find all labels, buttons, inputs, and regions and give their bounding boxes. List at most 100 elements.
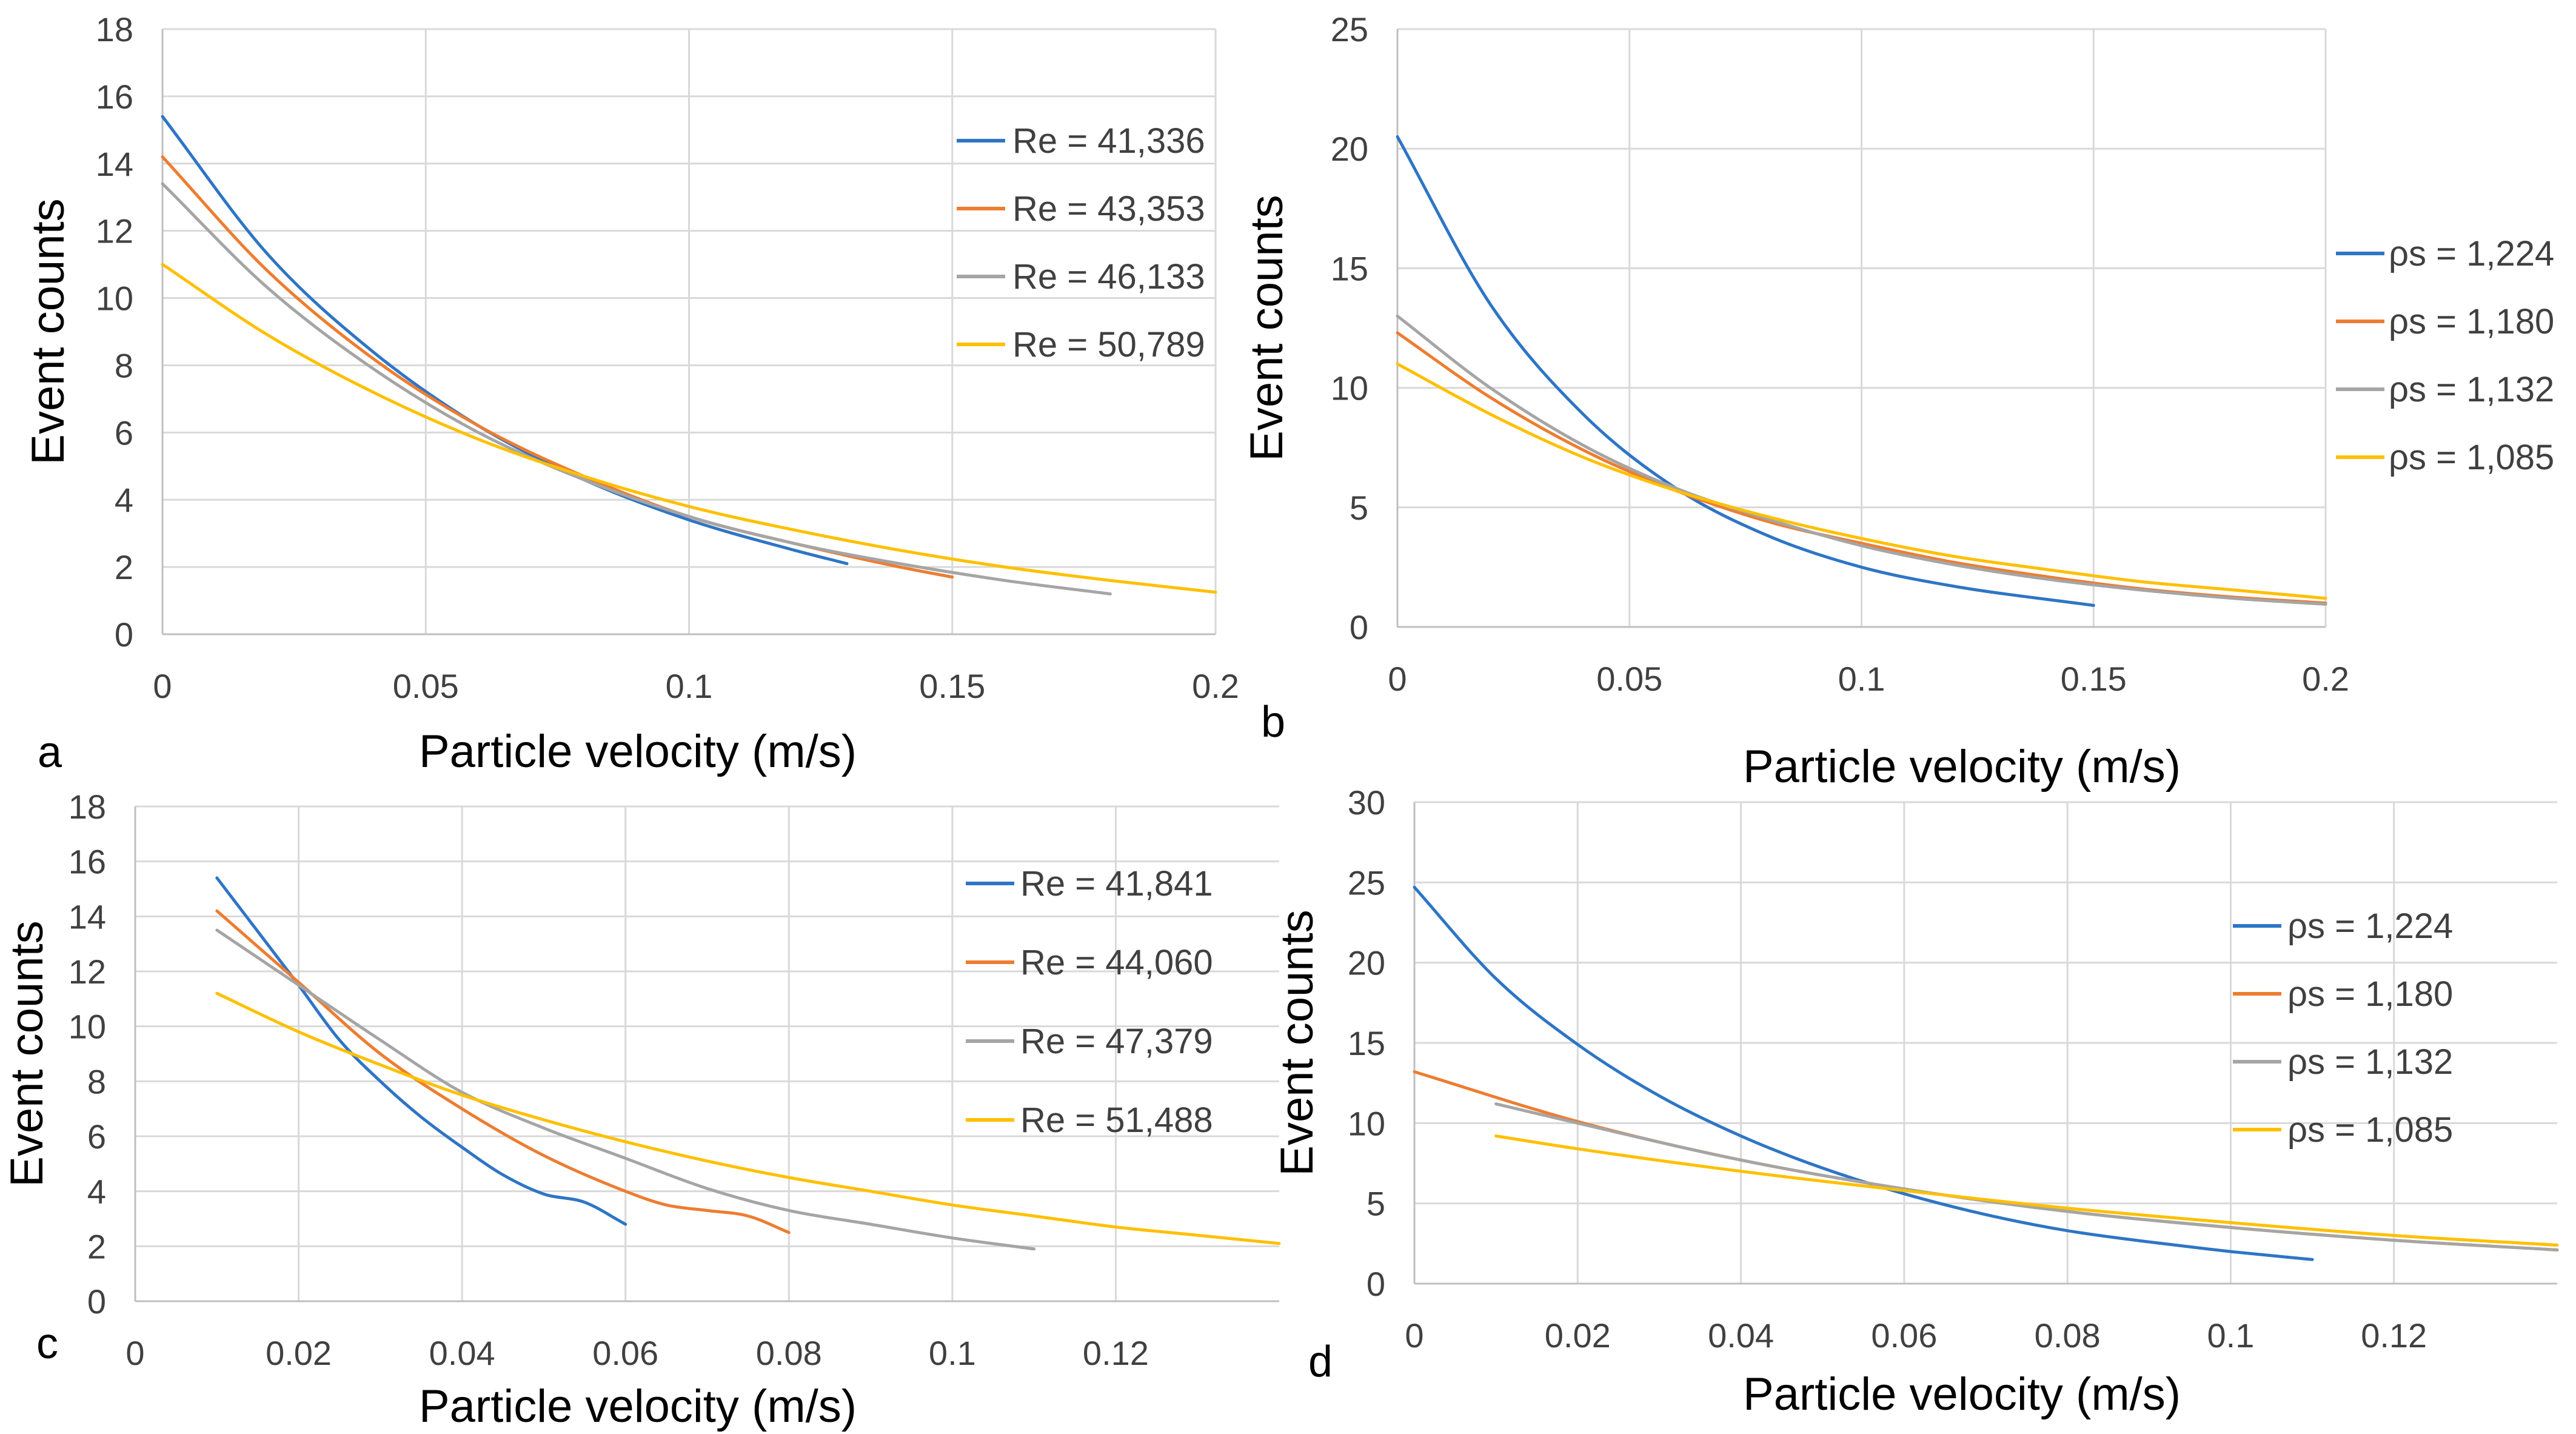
y-axis-title: Event counts: [1, 920, 53, 1187]
y-tick-label: 12: [96, 212, 133, 250]
series-line-1: [1396, 135, 2095, 607]
legend-label: ρs = 1,132: [2287, 1042, 2453, 1082]
series-line-3: [215, 928, 1036, 1251]
legend-label: Re = 43,353: [1012, 189, 1205, 229]
series-line-3: [1396, 314, 2327, 606]
x-tick-label: 0: [1405, 1316, 1423, 1355]
y-tick-label: 12: [69, 953, 106, 991]
y-tick-label: 18: [96, 10, 133, 49]
series-line-3: [161, 182, 1112, 595]
x-tick-label: 0.06: [592, 1334, 658, 1372]
y-axis-title: Event counts: [1241, 195, 1293, 461]
y-tick-label: 0: [1350, 608, 1368, 646]
x-tick-label: 0.08: [2035, 1316, 2101, 1355]
legend-label: Re = 41,336: [1012, 121, 1205, 161]
panel-letter: b: [1261, 698, 1285, 746]
y-tick-label: 25: [1348, 863, 1385, 902]
legend-label: ρs = 1,224: [2287, 906, 2453, 946]
x-tick-label: 0.06: [1871, 1316, 1937, 1355]
series-line-3: [1494, 1102, 2559, 1251]
x-axis-title: Particle velocity (m/s): [419, 726, 857, 777]
legend-label: Re = 47,379: [1020, 1022, 1213, 1061]
x-tick-label: 0.12: [2361, 1316, 2427, 1355]
legend-label: Re = 50,789: [1012, 325, 1205, 364]
panel-letter: a: [38, 728, 62, 777]
y-tick-label: 30: [1348, 783, 1385, 822]
y-tick-label: 16: [96, 78, 133, 116]
y-tick-label: 6: [87, 1117, 106, 1156]
chart-panel-a: 0 2 4 6 8 10 12 14 16 18 0 0.05 0.1 0.15 0.2 Re = 41,33…: [22, 10, 1239, 777]
legend-label: ρs = 1,180: [2389, 302, 2554, 341]
x-tick-label: 0.04: [429, 1334, 495, 1372]
y-tick-label: 10: [96, 280, 133, 318]
x-tick-label: 0.02: [266, 1334, 332, 1372]
panel-letter: d: [1308, 1338, 1333, 1386]
x-tick-label: 0.08: [756, 1334, 822, 1372]
x-tick-label: 0.2: [2302, 660, 2349, 698]
x-tick-label: 0.15: [2061, 660, 2127, 698]
series-line-4: [161, 263, 1217, 594]
y-axis-title: Event counts: [1271, 910, 1323, 1176]
y-tick-label: 14: [69, 897, 106, 936]
y-tick-label: 20: [1348, 944, 1385, 982]
y-tick-label: 16: [69, 843, 106, 881]
y-tick-label: 15: [1331, 249, 1368, 287]
x-tick-label: 0: [1388, 660, 1407, 698]
series-line-1: [1413, 885, 2314, 1261]
y-tick-label: 2: [87, 1227, 106, 1265]
y-tick-label: 0: [1367, 1265, 1385, 1303]
x-tick-label: 0.12: [1083, 1334, 1149, 1372]
chart-panel-b: 0 5 10 15 20 25 0 0.05 0.1 0.15 0.2 ρs = 1,224 ρs = …: [1241, 10, 2554, 792]
x-tick-label: 0.04: [1708, 1316, 1774, 1355]
y-tick-label: 6: [115, 414, 133, 452]
y-tick-label: 25: [1331, 10, 1368, 49]
legend-label: Re = 46,133: [1012, 257, 1205, 297]
x-tick-label: 0: [125, 1334, 144, 1372]
legend-label: ρs = 1,085: [2287, 1110, 2453, 1150]
x-tick-label: 0.1: [1838, 660, 1885, 698]
y-tick-label: 2: [115, 548, 133, 586]
legend-label: ρs = 1,132: [2389, 370, 2554, 409]
x-tick-label: 0: [153, 667, 172, 705]
y-tick-label: 0: [87, 1282, 106, 1321]
x-tick-label: 0.02: [1545, 1316, 1611, 1355]
y-tick-label: 4: [115, 481, 133, 519]
x-axis-title: Particle velocity (m/s): [1743, 1369, 2181, 1420]
y-tick-label: 15: [1348, 1024, 1385, 1062]
legend-label: ρs = 1,085: [2389, 438, 2554, 477]
x-tick-label: 0.1: [2207, 1316, 2254, 1355]
chart-panel-c: 0 2 4 6 8 10 12 14 16 18 0 0.02 0.04 0.06 0.08 0.1 0.12 R…: [1, 788, 1281, 1432]
legend-label: Re = 41,841: [1020, 864, 1213, 903]
x-tick-label: 0.05: [1596, 660, 1662, 698]
y-tick-label: 10: [1331, 369, 1368, 407]
y-tick-label: 14: [96, 145, 133, 183]
x-axis-title: Particle velocity (m/s): [1743, 741, 2181, 792]
y-tick-label: 5: [1367, 1185, 1385, 1223]
x-tick-label: 0.15: [919, 667, 985, 705]
y-tick-label: 4: [87, 1173, 106, 1211]
y-tick-label: 18: [69, 788, 106, 826]
y-tick-label: 10: [1348, 1104, 1385, 1142]
y-axis-title: Event counts: [22, 198, 74, 464]
y-tick-label: 5: [1350, 489, 1368, 527]
y-tick-label: 8: [115, 346, 133, 384]
series-line-4: [1396, 362, 2327, 600]
legend-label: ρs = 1,180: [2287, 974, 2453, 1014]
legend-label: ρs = 1,224: [2389, 234, 2554, 273]
y-tick-label: 20: [1331, 130, 1368, 168]
chart-panel-d: 0 5 10 15 20 25 30 0 0.02 0.04 0.06 0.08 0.1 0.12 ρs =…: [1271, 783, 2559, 1420]
legend-label: Re = 51,488: [1020, 1101, 1213, 1140]
x-tick-label: 0.1: [666, 667, 713, 705]
series-line-4: [215, 991, 1281, 1245]
y-tick-label: 0: [115, 615, 133, 654]
y-tick-label: 10: [69, 1008, 106, 1046]
series-line-4: [1494, 1134, 2559, 1247]
x-tick-label: 0.1: [929, 1334, 976, 1372]
x-tick-label: 0.2: [1192, 667, 1239, 705]
x-axis-title: Particle velocity (m/s): [419, 1381, 857, 1432]
legend-label: Re = 44,060: [1020, 943, 1213, 982]
x-tick-label: 0.05: [393, 667, 459, 705]
panel-letter: c: [36, 1319, 58, 1368]
y-tick-label: 8: [87, 1062, 106, 1101]
